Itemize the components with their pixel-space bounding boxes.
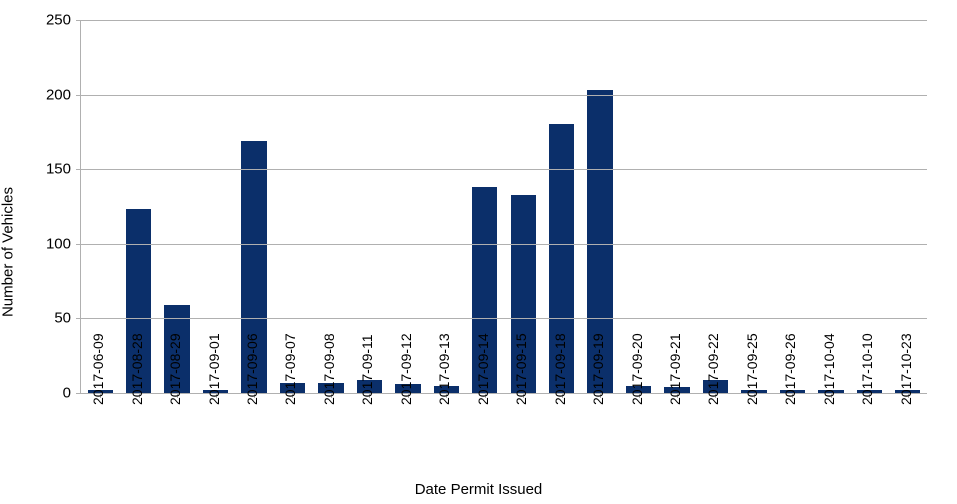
gridline: [81, 244, 927, 245]
xtick-label: 2017-08-29: [167, 333, 183, 405]
xtick-label: 2017-09-07: [282, 333, 298, 405]
gridline: [81, 95, 927, 96]
xtick-label: 2017-09-21: [667, 333, 683, 405]
ytick-label: 0: [63, 385, 81, 402]
bar-slot: 2017-08-29: [158, 20, 196, 393]
bar-slot: 2017-08-28: [119, 20, 157, 393]
xtick-label: 2017-10-10: [859, 333, 875, 405]
xtick-label: 2017-09-15: [513, 333, 529, 405]
y-axis-title: Number of Vehicles: [0, 187, 17, 317]
bar-slot: 2017-10-04: [812, 20, 850, 393]
bar-slot: 2017-09-20: [619, 20, 657, 393]
gridline: [81, 318, 927, 319]
xtick-label: 2017-09-14: [475, 333, 491, 405]
bar-slot: 2017-09-11: [350, 20, 388, 393]
bar-chart: Number of Vehicles 2017-06-092017-08-282…: [0, 0, 957, 504]
xtick-label: 2017-09-26: [782, 333, 798, 405]
xtick-label: 2017-10-23: [898, 333, 914, 405]
bar-slot: 2017-09-14: [466, 20, 504, 393]
xtick-label: 2017-09-18: [552, 333, 568, 405]
xtick-label: 2017-09-20: [629, 333, 645, 405]
bar-slot: 2017-09-26: [773, 20, 811, 393]
bar-slot: 2017-09-18: [542, 20, 580, 393]
plot-area: 2017-06-092017-08-282017-08-292017-09-01…: [80, 20, 927, 394]
xtick-label: 2017-09-22: [705, 333, 721, 405]
bar-slot: 2017-09-08: [312, 20, 350, 393]
ytick-label: 100: [46, 235, 81, 252]
ytick-label: 150: [46, 161, 81, 178]
bars-container: 2017-06-092017-08-282017-08-292017-09-01…: [81, 20, 927, 393]
gridline: [81, 169, 927, 170]
xtick-label: 2017-09-01: [206, 333, 222, 405]
x-axis-title: Date Permit Issued: [0, 481, 957, 498]
xtick-label: 2017-09-19: [590, 333, 606, 405]
bar-slot: 2017-09-13: [427, 20, 465, 393]
gridline: [81, 20, 927, 21]
ytick-label: 250: [46, 12, 81, 29]
xtick-label: 2017-09-11: [359, 334, 375, 405]
bar-slot: 2017-09-22: [696, 20, 734, 393]
bar-slot: 2017-09-25: [735, 20, 773, 393]
bar-slot: 2017-10-23: [889, 20, 927, 393]
ytick-label: 200: [46, 86, 81, 103]
bar-slot: 2017-06-09: [81, 20, 119, 393]
xtick-label: 2017-09-13: [436, 333, 452, 405]
bar-slot: 2017-09-07: [273, 20, 311, 393]
bar-slot: 2017-09-15: [504, 20, 542, 393]
bar-slot: 2017-09-12: [389, 20, 427, 393]
bar-slot: 2017-09-06: [235, 20, 273, 393]
xtick-label: 2017-09-06: [244, 333, 260, 405]
bar-slot: 2017-10-10: [850, 20, 888, 393]
xtick-label: 2017-08-28: [129, 333, 145, 405]
xtick-label: 2017-06-09: [90, 333, 106, 405]
ytick-label: 50: [54, 310, 81, 327]
bar-slot: 2017-09-01: [196, 20, 234, 393]
bar-slot: 2017-09-19: [581, 20, 619, 393]
bar-slot: 2017-09-21: [658, 20, 696, 393]
xtick-label: 2017-09-08: [321, 333, 337, 405]
xtick-label: 2017-09-12: [398, 333, 414, 405]
xtick-label: 2017-09-25: [744, 333, 760, 405]
xtick-label: 2017-10-04: [821, 333, 837, 405]
